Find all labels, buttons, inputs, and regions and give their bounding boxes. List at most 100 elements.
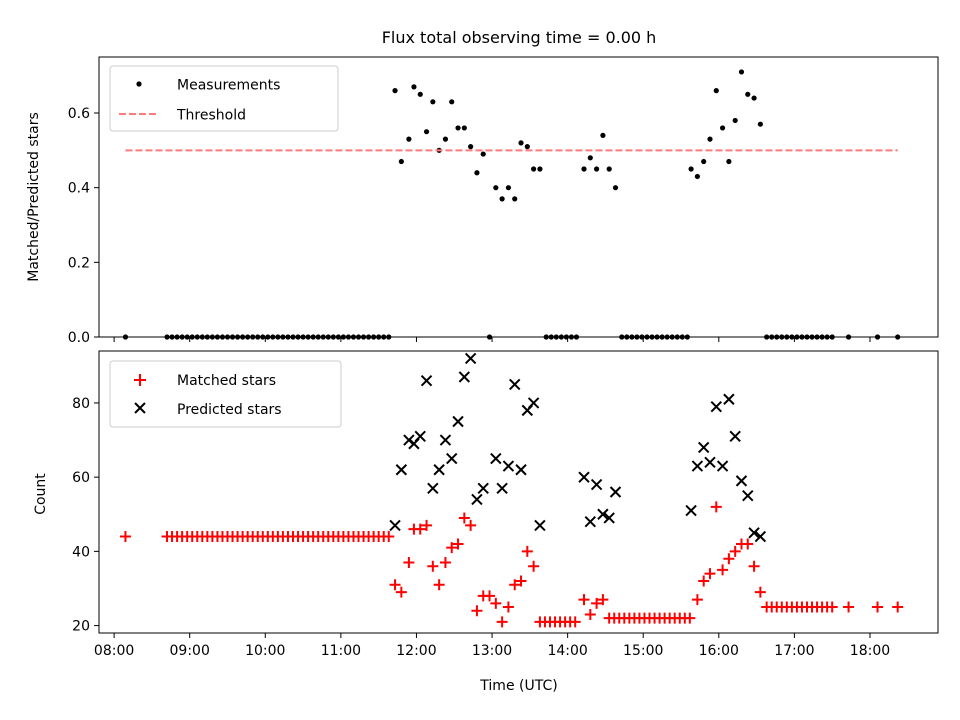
- x-tick-label: 12:00: [396, 643, 436, 659]
- count-axes-frame: [98, 350, 939, 634]
- measurement-point: [417, 91, 423, 97]
- measurement-point: [594, 166, 600, 172]
- measurement-point: [518, 140, 524, 146]
- x-axis-label: Time (UTC): [479, 678, 557, 694]
- measurement-point: [493, 185, 499, 191]
- predicted-stars-point: [603, 512, 615, 524]
- predicted-stars-point: [754, 530, 767, 543]
- measurement-point: [442, 136, 449, 142]
- matched-stars-point: [591, 597, 603, 609]
- measurement-point: [694, 173, 700, 180]
- x-tick-label: 13:00: [472, 643, 512, 659]
- matched-stars-point: [471, 605, 483, 617]
- matched-stars-point: [710, 501, 722, 513]
- measurement-point: [455, 125, 461, 131]
- matched-stars-point: [717, 564, 729, 576]
- x-tick-label: 16:00: [699, 643, 739, 659]
- predicted-stars-point: [446, 452, 458, 465]
- measurement-point: [701, 158, 707, 165]
- measurement-point: [398, 158, 404, 165]
- measurement-point: [688, 166, 694, 172]
- y-tick-label: 0.4: [68, 181, 90, 197]
- count-marks: [119, 352, 904, 628]
- matched-stars-point: [421, 519, 433, 531]
- measurement-point: [719, 125, 726, 131]
- predicted-stars-point: [710, 400, 722, 413]
- y-tick-label: 60: [72, 470, 90, 486]
- count-y-axis: 20 40 60 80: [72, 396, 99, 635]
- predicted-stars-point: [597, 508, 609, 520]
- predicted-stars-point: [735, 475, 748, 487]
- measurement-point: [606, 166, 612, 172]
- predicted-stars-point: [389, 519, 401, 532]
- matched-stars-point: [389, 579, 401, 591]
- measurement-point: [480, 151, 486, 157]
- predicted-stars-point: [704, 456, 716, 469]
- predicted-stars-point: [578, 471, 590, 483]
- ratio-y-axis-label: Matched/Predicted stars: [26, 112, 42, 282]
- ratio-legend: Measurements Threshold: [109, 65, 339, 132]
- matched-stars-point: [465, 519, 477, 531]
- matched-stars-point: [748, 560, 760, 572]
- matched-stars-point: [892, 601, 904, 613]
- measurement-point: [392, 88, 398, 94]
- measurement-point: [512, 196, 518, 202]
- ratio-legend-box: [109, 65, 339, 132]
- x-tick-label: 08:00: [94, 643, 134, 659]
- predicted-stars-point: [723, 393, 735, 405]
- predicted-stars-point: [729, 430, 741, 443]
- measurement-point: [468, 144, 474, 150]
- predicted-stars-point: [433, 464, 445, 476]
- predicted-stars-point: [509, 378, 521, 391]
- x-tick-label: 10:00: [245, 643, 285, 659]
- matched-stars-point: [872, 601, 884, 613]
- predicted-stars-point: [742, 490, 754, 502]
- measurement-point: [600, 132, 606, 138]
- matched-stars-point: [452, 538, 464, 550]
- predicted-stars-point: [477, 482, 489, 494]
- matched-stars-point: [584, 608, 596, 620]
- matched-stars-point: [729, 545, 741, 557]
- measurement-point: [612, 185, 619, 191]
- legend-threshold-label: Threshold: [176, 108, 246, 124]
- predicted-stars-point: [685, 504, 697, 517]
- measurement-point: [713, 88, 719, 94]
- y-tick-label: 0.2: [68, 255, 90, 271]
- y-tick-label: 40: [72, 544, 90, 560]
- predicted-stars-point: [427, 482, 439, 494]
- x-tick-label: 15:00: [623, 643, 663, 659]
- count-legend-box: [109, 360, 342, 428]
- matched-stars-point: [414, 523, 426, 535]
- count-legend: Matched stars Predicted stars: [109, 360, 342, 428]
- matched-stars-point: [528, 560, 540, 572]
- measurement-point: [499, 196, 505, 202]
- predicted-stars-point: [609, 486, 622, 498]
- y-tick-label: 20: [72, 619, 90, 635]
- ratio-x-ticks: [113, 337, 871, 342]
- legend-matched-label: Matched stars: [177, 373, 276, 389]
- measurement-point: [449, 99, 455, 105]
- x-tick-label: 09:00: [170, 643, 210, 659]
- matched-stars-point: [723, 553, 735, 565]
- predicted-stars-point: [496, 482, 508, 494]
- matched-stars-point: [691, 594, 703, 606]
- y-tick-label: 80: [72, 396, 90, 412]
- count-panel: 20 40 60 80 08:00 09:00 10:00 11:00 12:00 13:00 1…: [33, 350, 939, 659]
- measurement-point: [411, 84, 417, 90]
- matched-stars-point: [515, 575, 527, 587]
- predicted-stars-point: [439, 434, 452, 446]
- ratio-y-axis: 0.0 0.2 0.4 0.6: [68, 106, 99, 346]
- matched-stars-point: [433, 579, 445, 591]
- x-tick-label: 11:00: [321, 643, 361, 659]
- predicted-stars-point: [584, 515, 597, 528]
- matched-stars-point: [484, 590, 496, 602]
- y-tick-label: 0.0: [68, 330, 90, 346]
- measurement-point: [406, 136, 412, 142]
- matched-stars-point: [490, 597, 502, 609]
- measurement-point: [430, 99, 436, 105]
- matched-stars-point: [502, 601, 514, 613]
- matched-stars-point: [458, 512, 470, 524]
- matched-stars-point: [119, 531, 131, 543]
- matched-stars-point: [754, 586, 766, 598]
- predicted-stars-point: [515, 464, 527, 476]
